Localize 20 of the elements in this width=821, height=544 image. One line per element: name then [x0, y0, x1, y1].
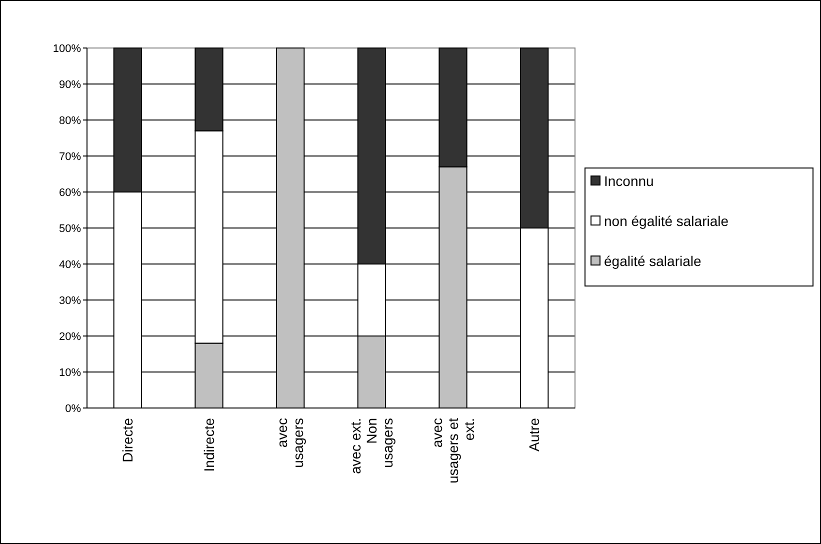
y-tick-label: 100%	[52, 42, 82, 55]
y-tick-label: 30%	[58, 294, 82, 307]
x-tick-label: avec ext. Non usagers	[348, 418, 396, 474]
x-tick-label: avec usagers et ext.	[428, 418, 477, 484]
y-tick-label: 20%	[58, 330, 82, 343]
x-tick-label: Autre	[526, 418, 542, 452]
y-tick-label: 50%	[58, 222, 82, 235]
legend-label: non égalité salariale	[604, 212, 729, 229]
x-tick-label: Indirecte	[200, 418, 217, 472]
y-tick-label: 10%	[58, 366, 82, 379]
y-tick-label: 80%	[58, 114, 82, 127]
legend-label: égalité salariale	[604, 252, 702, 269]
y-tick-label: 40%	[58, 258, 82, 271]
y-tick-label: 70%	[58, 150, 82, 163]
legend-label: Inconnu	[604, 172, 654, 189]
x-tick-label: avec usagers	[274, 418, 306, 468]
y-tick-label: 0%	[65, 402, 82, 415]
y-tick-label: 60%	[58, 186, 82, 199]
y-tick-label: 90%	[58, 78, 82, 91]
x-tick-label: Directe	[120, 418, 136, 462]
